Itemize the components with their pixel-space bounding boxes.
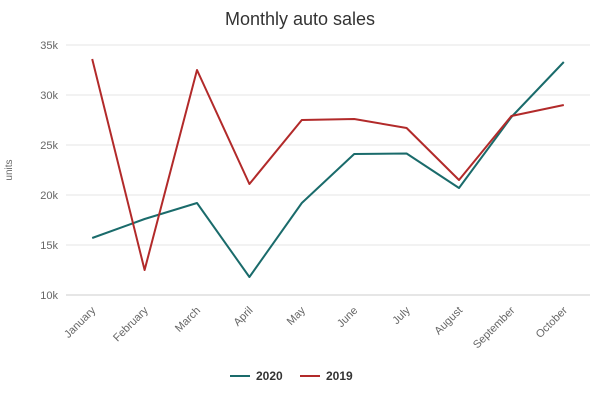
y-tick-label: 35k xyxy=(40,40,58,52)
series-line-2020 xyxy=(91,61,565,278)
series-line-2019 xyxy=(91,58,565,271)
y-tick-label: 30k xyxy=(40,90,58,102)
y-tick-label: 15k xyxy=(40,240,58,252)
y-tick-label: 20k xyxy=(40,190,58,202)
legend-label-2020: 2020 xyxy=(256,369,283,383)
legend: 2020 2019 xyxy=(230,369,353,383)
x-tick-label: January xyxy=(62,304,99,341)
x-tick-labels: January February March April May June July Augu… xyxy=(62,304,570,351)
y-tick-label: 25k xyxy=(40,140,58,152)
x-tick-label: September xyxy=(471,304,518,351)
x-tick-label: May xyxy=(285,304,309,328)
x-tick-label: June xyxy=(335,305,360,330)
series-lines xyxy=(91,58,565,278)
legend-label-2019: 2019 xyxy=(326,369,353,383)
x-tick-label: July xyxy=(390,304,413,327)
x-tick-label: February xyxy=(111,304,151,344)
x-tick-label: March xyxy=(173,305,203,335)
x-tick-label: October xyxy=(534,304,570,340)
grid-lines xyxy=(66,44,590,296)
x-tick-label: April xyxy=(231,305,255,329)
y-tick-label: 10k xyxy=(40,290,58,302)
y-axis-label: units xyxy=(4,159,15,180)
y-tick-labels: 10k 15k 20k 25k 30k 35k xyxy=(40,40,58,302)
chart-title: Monthly auto sales xyxy=(225,9,375,29)
x-tick-label: August xyxy=(432,305,465,338)
